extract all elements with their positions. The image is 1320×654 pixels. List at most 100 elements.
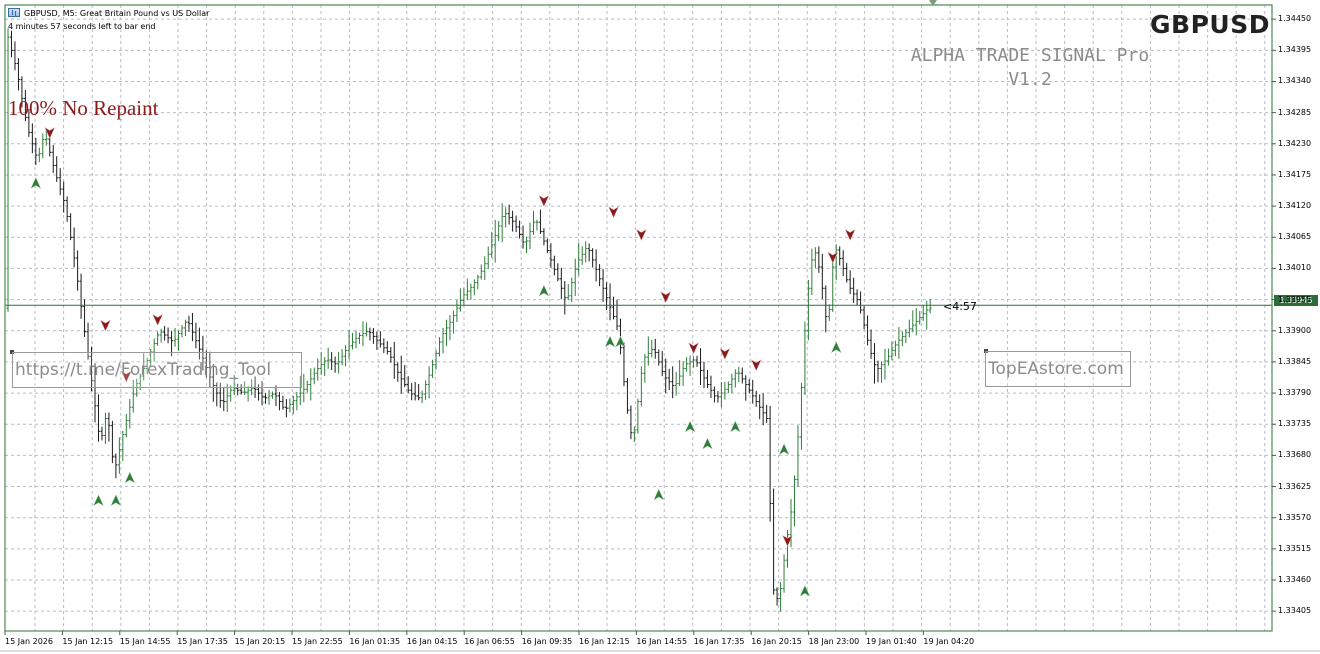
ohlc-bar: [584, 241, 588, 263]
ohlc-bar: [100, 426, 104, 441]
ohlc-bar: [580, 246, 584, 265]
buy-arrow-icon: [538, 284, 550, 297]
ohlc-bar: [399, 355, 403, 394]
ohlc-bar: [507, 204, 511, 225]
price-axis-label: 1.34340: [1278, 76, 1312, 86]
ohlc-bar: [344, 345, 348, 367]
telegram-link-label[interactable]: https://t.me/ForexTrading_Tool: [12, 352, 302, 388]
ohlc-bar: [744, 375, 748, 401]
ohlc-bar: [434, 349, 438, 370]
ohlc-bar: [500, 203, 504, 243]
ohlc-bar: [392, 341, 396, 379]
buy-arrow-icon: [729, 420, 741, 433]
ohlc-bar: [671, 366, 675, 399]
buy-arrow-icon: [614, 335, 627, 348]
shift-marker-icon[interactable]: [929, 0, 937, 6]
ohlc-bar: [723, 381, 727, 400]
ohlc-bar: [667, 368, 671, 390]
sell-arrow-icon: [719, 347, 731, 361]
ohlc-bar: [531, 210, 535, 235]
time-axis-label: 15 Jan 22:55: [292, 637, 343, 646]
ohlc-bar: [173, 327, 177, 347]
no-repaint-label: 100% No Repaint: [8, 96, 159, 120]
ohlc-bar: [615, 299, 619, 330]
ohlc-bar: [705, 369, 709, 389]
price-axis-label: 1.33515: [1278, 543, 1312, 553]
ohlc-bar: [319, 351, 323, 375]
website-link-label[interactable]: TopEAstore.com: [985, 351, 1131, 387]
price-axis-label: 1.34285: [1278, 107, 1312, 117]
ohlc-bar: [845, 262, 849, 283]
ohlc-bar: [570, 277, 574, 303]
ohlc-bar: [921, 304, 925, 321]
buy-arrow-icon: [124, 471, 136, 484]
ohlc-bar: [302, 373, 306, 403]
ohlc-bar: [834, 244, 838, 281]
ohlc-bar: [643, 353, 647, 383]
ohlc-bar: [754, 390, 758, 407]
ohlc-bar: [431, 359, 435, 379]
ohlc-bar: [587, 243, 591, 262]
ohlc-bar: [765, 404, 769, 423]
ohlc-bar: [156, 331, 160, 346]
ohlc-bar: [298, 375, 302, 406]
buy-arrow-icon: [30, 176, 42, 190]
ohlc-bar: [124, 413, 128, 438]
time-axis-label: 15 Jan 12:15: [62, 637, 114, 646]
ohlc-bar: [472, 279, 476, 296]
current-price-tag: 1.33945: [1274, 295, 1318, 306]
ohlc-bar: [462, 287, 466, 306]
ohlc-bar: [866, 315, 870, 346]
ohlc-bar: [131, 379, 135, 413]
ohlc-bar: [827, 304, 831, 321]
ohlc-bar: [653, 338, 657, 359]
ohlc-bar: [535, 219, 539, 231]
ohlc-bar: [96, 394, 100, 442]
ohlc-bar: [225, 383, 229, 413]
ohlc-bar: [733, 369, 737, 388]
chart-title-bar: GBPUSD, M5: Great Britain Pound vs US Do…: [8, 8, 209, 18]
price-axis-label: 1.33955: [1278, 294, 1312, 304]
ohlc-bar: [145, 357, 149, 375]
ohlc-bar: [719, 381, 723, 408]
price-axis-label: 1.34120: [1278, 201, 1312, 211]
ohlc-bar: [58, 168, 62, 196]
price-axis-label: 1.33625: [1278, 481, 1312, 491]
buy-arrow-icon: [778, 443, 790, 456]
ohlc-bar: [424, 380, 428, 400]
ohlc-bar: [699, 348, 703, 386]
ohlc-bar: [476, 274, 480, 290]
ohlc-bar: [441, 327, 445, 354]
signal-arrows: [30, 126, 856, 597]
indicator-name: ALPHA TRADE SIGNAL Pro V1.2: [880, 44, 1180, 92]
time-axis-label: 19 Jan 01:40: [866, 637, 917, 646]
ohlc-bar: [841, 250, 845, 277]
ohlc-bar: [163, 326, 167, 341]
ohlc-bar: [664, 358, 668, 394]
ohlc-bar: [712, 386, 716, 403]
ohlc-bar: [197, 327, 201, 360]
ohlc-bar: [525, 236, 529, 254]
ohlc-bar: [382, 338, 386, 354]
ohlc-bar: [417, 383, 421, 401]
ohlc-bar: [862, 306, 866, 330]
ohlc-bar: [782, 554, 786, 593]
price-axis-label: 1.33570: [1278, 512, 1312, 522]
ohlc-bar: [413, 381, 417, 401]
ohlc-bar: [852, 277, 856, 303]
ohlc-bar: [194, 322, 198, 349]
ohlc-bar: [121, 430, 125, 462]
buy-arrow-icon: [830, 341, 842, 354]
ohlc-bar: [110, 420, 114, 464]
sell-arrow-icon: [844, 228, 856, 242]
ohlc-bar: [368, 327, 372, 341]
ohlc-bar: [284, 399, 288, 418]
ohlc-bar: [563, 280, 567, 315]
ohlc-bar: [455, 300, 459, 322]
ohlc-bar: [215, 382, 219, 407]
ohlc-bar: [187, 315, 191, 333]
ohlc-bar: [598, 264, 602, 287]
ohlc-bar: [201, 335, 205, 371]
